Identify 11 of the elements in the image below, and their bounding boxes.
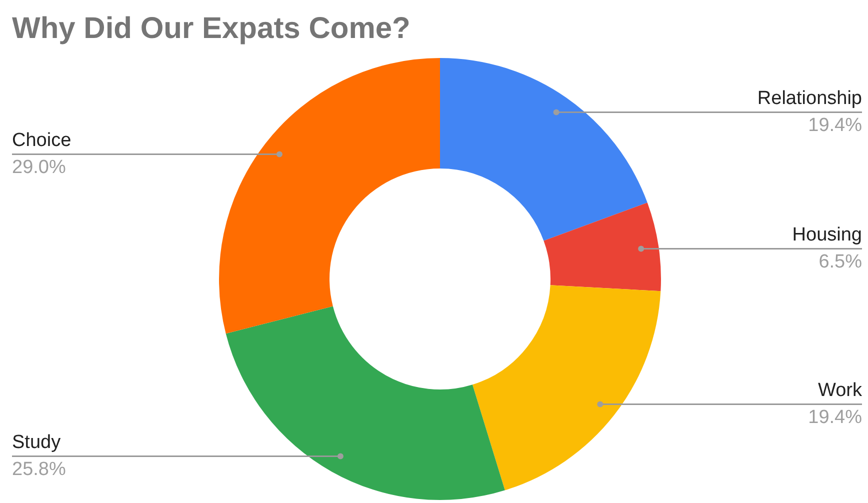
chart-title: Why Did Our Expats Come?: [12, 12, 410, 45]
slice-label: Housing: [792, 224, 862, 246]
data-label: 6.5%: [818, 252, 862, 273]
slice-label: Relationship: [757, 88, 862, 109]
data-label: 19.4%: [808, 407, 862, 428]
data-label: 19.4%: [808, 114, 862, 136]
slice-label: Study: [12, 432, 62, 454]
data-label: 25.8%: [12, 459, 66, 480]
slice-label: Work: [818, 380, 862, 401]
slice-label: Choice: [12, 130, 72, 151]
data-label: 29.0%: [12, 156, 66, 178]
